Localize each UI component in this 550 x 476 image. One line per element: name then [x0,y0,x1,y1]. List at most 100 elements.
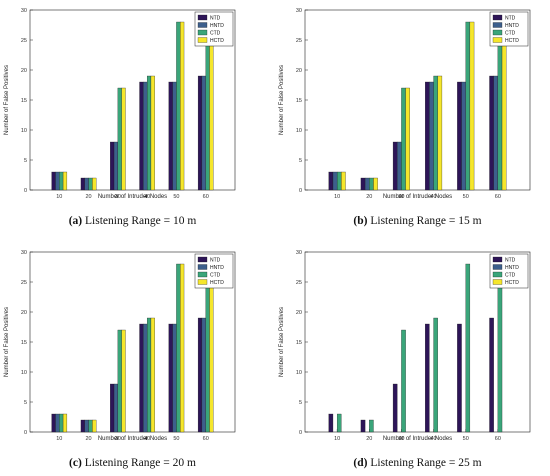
y-axis-label: Number of False Positives [279,65,285,135]
legend-swatch [197,37,208,43]
bar-ntd [392,383,398,433]
y-tick-label: 20 [21,68,27,74]
bar-hctd [62,413,68,433]
x-tick-label: 20 [366,194,372,200]
bar-hntd [201,317,206,433]
bar-hctd [405,87,410,191]
x-tick-label: 10 [56,194,62,200]
bar-hctd [180,263,185,433]
bar-ctd [176,263,181,433]
bar-hntd [55,413,60,433]
bar-ctd [497,263,503,433]
legend-label: NTD [210,15,221,21]
legend-label: NTD [505,15,516,21]
bar-hctd [92,419,97,433]
bar-ctd [176,21,181,191]
bar-hntd [429,81,434,191]
bar-ctd [369,419,374,433]
bar-ntd [80,419,85,433]
bar-hctd [437,75,443,191]
legend-label: HNTD [505,23,519,29]
x-axis-label: Number of Intruder Nodes [98,436,167,442]
legend-label: HNTD [505,265,519,271]
y-tick-label: 30 [21,250,27,256]
x-tick-label: 20 [86,194,92,200]
bar-ctd [59,413,64,433]
bar-ntd [328,171,334,191]
bar-ntd [425,81,430,191]
legend-label: NTD [505,257,516,263]
bar-ntd [168,323,173,433]
legend-swatch [492,29,503,36]
legend-swatch [197,29,208,36]
legend-label: NTD [210,257,221,263]
x-tick-label: 40 [144,436,150,442]
bar-hntd [172,81,177,191]
y-tick-label: 5 [299,400,302,406]
bar-ctd [497,21,503,191]
panel-caption: (a) Listening Range = 10 m [69,215,197,227]
panel-caption: (d) Listening Range = 25 m [353,457,481,469]
y-axis-label: Number of False Positives [279,307,285,377]
x-axis-label: Number of Intruder Nodes [383,436,452,442]
y-tick-label: 5 [24,158,27,164]
legend-swatch [197,264,208,270]
x-tick-label: 20 [366,436,372,442]
x-tick-label: 40 [431,194,437,200]
legend-label: CTD [210,30,221,36]
x-tick-label: 40 [144,194,150,200]
bar-hctd [341,171,346,191]
x-tick-label: 60 [203,194,209,200]
bar-hctd [121,329,126,433]
x-tick-label: 50 [173,194,179,200]
bar-hctd [150,75,155,191]
legend-swatch [197,22,208,28]
x-tick-label: 60 [495,436,501,442]
bar-ctd [146,75,152,191]
bar-hctd [92,177,97,191]
bar-ntd [51,413,56,433]
bar-hntd [201,75,206,191]
legend-label: HCTD [210,280,224,286]
bar-ctd [88,419,93,433]
x-tick-label: 50 [463,194,469,200]
y-tick-label: 25 [296,280,302,286]
y-tick-label: 10 [296,128,302,134]
bar-ctd [433,317,438,433]
bar-hctd [469,21,475,191]
legend-label: HCTD [210,38,224,44]
bar-ctd [88,177,93,191]
bar-ntd [360,177,366,191]
bar-ctd [59,171,64,191]
x-tick-label: 10 [334,436,340,442]
legend-swatch [197,256,208,263]
bar-hntd [84,177,89,191]
x-tick-label: 30 [398,194,404,200]
bar-ctd [465,263,471,433]
x-tick-label: 50 [463,436,469,442]
y-tick-label: 20 [21,310,27,316]
bar-hntd [397,141,402,191]
panel-caption: (b) Listening Range = 15 m [353,215,481,227]
y-tick-label: 10 [21,370,27,376]
bar-ctd [117,87,122,191]
bar-ntd [139,81,144,191]
bar-hntd [364,177,370,191]
y-tick-label: 15 [21,340,27,346]
bar-ntd [139,323,144,433]
bar-ctd [465,21,471,191]
panel-caption: (c) Listening Range = 20 m [69,457,196,469]
bar-ntd [457,323,462,433]
y-tick-label: 0 [24,430,27,436]
x-tick-label: 50 [173,436,179,442]
y-axis-label: Number of False Positives [4,65,10,135]
legend-swatch [492,14,503,21]
y-axis-label: Number of False Positives [4,307,10,377]
bar-ntd [328,413,334,433]
x-tick-label: 60 [203,436,209,442]
y-tick-label: 15 [296,340,302,346]
x-tick-label: 10 [334,194,340,200]
